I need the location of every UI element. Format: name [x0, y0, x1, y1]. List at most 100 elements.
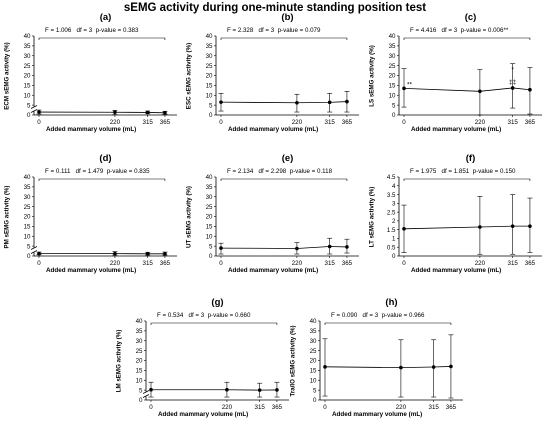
y-tick-label: 40 — [206, 33, 213, 40]
data-point — [37, 251, 41, 256]
y-tick-label: 25 — [136, 348, 143, 355]
y-tick-label: 10 — [24, 92, 31, 99]
x-tick-label: 0 — [402, 260, 406, 267]
degrees-of-freedom: df = 3 — [362, 312, 379, 319]
f-statistic: F = 4.416 — [410, 27, 437, 34]
data-point — [37, 110, 41, 114]
stats-annotation: F = 4.416 df = 3 p-value = 0.006** — [410, 27, 508, 34]
x-tick-label: 315 — [508, 119, 519, 126]
data-point — [295, 246, 299, 251]
panel-d: (d) PM sEMG activity (%) Added mammary vol… — [0, 153, 180, 274]
x-tick-label: 220 — [475, 119, 486, 126]
y-tick-label: 30 — [389, 53, 396, 60]
panel-label: (g) — [211, 297, 224, 308]
data-point — [327, 100, 332, 105]
y-tick-label: 15 — [389, 83, 396, 90]
x-tick-label: 365 — [160, 119, 171, 126]
stats-annotation: F = 2.134 df = 2.298 p-value = 0.118 — [227, 168, 332, 175]
plot-area: 0 5 10 15 20 25 30 35 40 0 220 315 365 — [206, 33, 359, 126]
degrees-of-freedom: df = 2.298 — [258, 168, 287, 175]
y-tick-label: 5 — [209, 243, 213, 250]
panel-f: (f) LT sEMG activity (%) Added mammary vol… — [365, 153, 545, 274]
y-tick-label: 20 — [389, 73, 396, 80]
x-tick-label: 315 — [429, 404, 440, 411]
y-tick-label: 0 — [392, 112, 396, 119]
significance-marker: ‡‡ — [509, 79, 517, 86]
y-tick-label: 15 — [310, 368, 317, 375]
p-value: p-value = 0.383 — [95, 27, 139, 34]
y-tick-label: 20 — [24, 73, 31, 80]
comparison-bracket — [38, 178, 166, 181]
y-tick-label: 0 — [27, 112, 31, 119]
page-title: sEMG activity during one-minute standing… — [123, 2, 427, 14]
data-point — [163, 252, 167, 256]
x-tick-label: 220 — [396, 404, 407, 411]
data-point — [449, 364, 453, 369]
data-point — [402, 226, 406, 231]
panel-e: (e) UT sEMG activity (%) Added mammary vol… — [182, 153, 362, 274]
data-point — [219, 100, 223, 104]
comparison-bracket — [38, 37, 166, 40]
f-statistic: F = 0.111 — [45, 168, 71, 175]
x-tick-label: 0 — [149, 404, 153, 411]
y-tick-label: 25 — [24, 63, 31, 70]
x-tick-label: 220 — [292, 260, 303, 267]
comparison-bracket — [150, 322, 278, 325]
x-axis-label: Added mammary volume (mL) — [228, 126, 319, 133]
x-tick-label: 220 — [222, 404, 233, 411]
degrees-of-freedom: df = 3 — [258, 27, 275, 34]
y-tick-label: 10 — [24, 233, 31, 240]
x-tick-label: 365 — [525, 260, 536, 267]
y-tick-label: 25 — [206, 63, 213, 70]
panel-g: (g) LM sEMG activity (%) Added mammary vol… — [112, 297, 292, 418]
y-tick-label: 25 — [310, 348, 317, 355]
y-tick-label: 40 — [206, 174, 213, 181]
axis-break-mark — [142, 390, 150, 398]
y-tick-label: 5 — [139, 387, 143, 394]
axis-break-mark — [30, 105, 38, 113]
panel-h: (h) Tra/IO sEMG activity (%) Added mammary… — [286, 297, 466, 418]
panel-label: (d) — [99, 153, 112, 164]
f-statistic: F = 2.328 — [227, 27, 254, 34]
stats-annotation: F = 1.006 df = 3 p-value = 0.383 — [45, 27, 138, 34]
y-tick-label: 4.5 — [387, 174, 396, 181]
x-tick-label: 365 — [342, 260, 353, 267]
data-point — [478, 225, 482, 229]
y-tick-label: 5 — [392, 102, 396, 109]
x-tick-label: 315 — [143, 260, 154, 267]
x-tick-label: 365 — [342, 119, 353, 126]
y-tick-label: 10 — [389, 92, 396, 99]
plot-area: 0 5 10 15 20 25 30 35 40 0 220 315 365 — [206, 174, 359, 267]
x-tick-label: 315 — [508, 260, 519, 267]
y-tick-label: 10 — [136, 377, 143, 384]
panel-a: (a) ECM sEMG activity (%) Added mammary vo… — [0, 12, 180, 133]
y-tick-label: 0 — [313, 397, 317, 404]
y-tick-label: 3.5 — [387, 192, 396, 199]
plot-area: 0 5 10 15 20 25 30 35 40 0 220 315 365 — [24, 33, 177, 126]
f-statistic: F = 2.134 — [227, 168, 254, 175]
panel-b: (b) ESC sEMG activity (%) Added mammary vo… — [182, 12, 362, 133]
plot-area: 0 5 10 15 20 25 30 35 40 0 220 315 365 — [24, 174, 177, 267]
x-tick-label: 0 — [323, 404, 327, 411]
data-point — [327, 244, 332, 249]
data-point — [145, 110, 150, 115]
y-tick-label: 2 — [392, 218, 396, 225]
panel-label: (c) — [464, 12, 477, 23]
f-statistic: F = 0.534 — [157, 312, 184, 319]
y-tick-label: 15 — [24, 83, 31, 90]
p-value: p-value = 0.660 — [207, 312, 251, 319]
series-line — [38, 111, 165, 114]
panel-label: (f) — [465, 153, 476, 164]
degrees-of-freedom: df = 3 — [188, 312, 205, 319]
y-tick-label: 25 — [24, 204, 31, 211]
data-point — [295, 100, 299, 105]
data-point — [149, 387, 153, 392]
axis-break-mask — [31, 247, 37, 253]
y-tick-label: 20 — [136, 358, 143, 365]
x-tick-label: 0 — [219, 260, 223, 267]
data-point — [145, 252, 150, 256]
data-point — [478, 89, 482, 94]
panel-label: (a) — [99, 12, 112, 23]
y-tick-label: 10 — [206, 92, 213, 99]
